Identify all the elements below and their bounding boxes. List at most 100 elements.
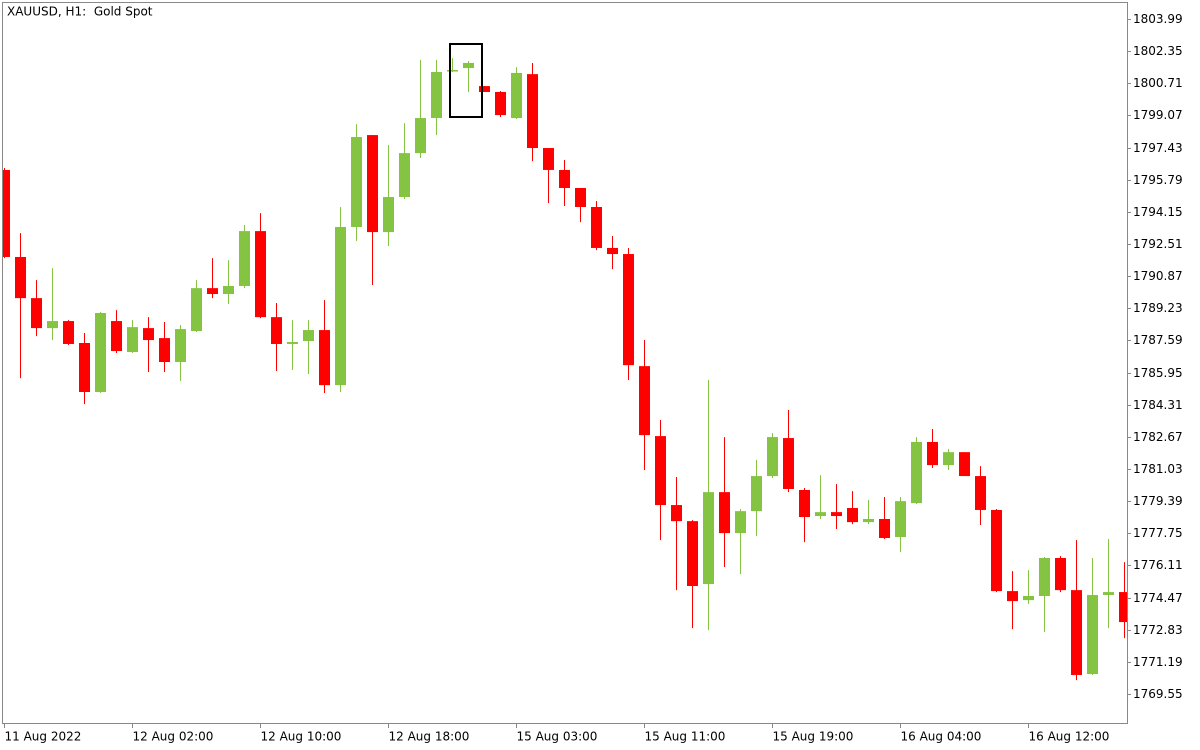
x-tick-label: 12 Aug 18:00 (389, 730, 470, 744)
candle-body (799, 489, 810, 518)
candle-body (1039, 557, 1050, 596)
candle-body (351, 137, 362, 227)
candle-body (1087, 595, 1098, 674)
y-tick-label: 1772.83 (1133, 623, 1183, 637)
candle-body (687, 521, 698, 586)
candle-body (783, 438, 794, 489)
candle-body (607, 247, 618, 255)
y-tick-label: 1784.31 (1133, 398, 1183, 412)
y-tick-label: 1777.75 (1133, 526, 1183, 540)
candle-body (79, 343, 90, 392)
candle-body (1119, 592, 1127, 623)
candle-body (367, 135, 378, 233)
y-tick-label: 1771.19 (1133, 655, 1183, 669)
x-tick-label: 15 Aug 19:00 (773, 730, 854, 744)
candle-body (543, 148, 554, 170)
candle-body (847, 508, 858, 523)
candle-body (831, 512, 842, 517)
candle-body (47, 321, 58, 329)
y-tick-label: 1781.03 (1133, 462, 1183, 476)
candle-body (879, 518, 890, 538)
y-tick-label: 1779.39 (1133, 494, 1183, 508)
candle-body (159, 338, 170, 363)
candle-body (463, 62, 474, 69)
candle-body (495, 91, 506, 116)
candle-body (767, 437, 778, 477)
candle-body (559, 169, 570, 188)
candle-body (815, 512, 826, 517)
x-tick-label: 16 Aug 12:00 (1029, 730, 1110, 744)
candle-body (223, 285, 234, 295)
y-tick-label: 1795.79 (1133, 173, 1183, 187)
y-tick-label: 1800.71 (1133, 76, 1183, 90)
x-tick-label: 15 Aug 11:00 (645, 730, 726, 744)
candle-body (191, 288, 202, 332)
candle-body (735, 511, 746, 534)
candle-body (319, 330, 330, 386)
candle-body (991, 509, 1002, 592)
candle-body (415, 118, 426, 154)
y-tick-label: 1803.99 (1133, 12, 1183, 26)
y-tick-label: 1776.11 (1133, 558, 1183, 572)
y-tick-label: 1797.43 (1133, 141, 1183, 155)
y-tick-label: 1799.07 (1133, 108, 1183, 122)
y-tick-label: 1802.35 (1133, 44, 1183, 58)
y-tick-label: 1785.95 (1133, 366, 1183, 380)
candle-body (127, 327, 138, 353)
candle-body (255, 231, 266, 318)
y-tick-label: 1769.55 (1133, 687, 1183, 701)
plot-frame (2, 2, 1128, 724)
y-tick-label: 1782.67 (1133, 430, 1183, 444)
candle-body (3, 169, 10, 257)
candle-body (751, 476, 762, 512)
candle-body (655, 436, 666, 506)
candle-body (671, 505, 682, 522)
candle-body (287, 342, 298, 344)
candle-body (943, 452, 954, 466)
y-tick-label: 1789.23 (1133, 301, 1183, 315)
y-tick-label: 1787.59 (1133, 333, 1183, 347)
candle-body (447, 70, 458, 72)
candle-body (975, 476, 986, 510)
candle-body (863, 518, 874, 523)
candle-body (399, 153, 410, 198)
candle-body (143, 328, 154, 341)
candle-body (303, 330, 314, 342)
candle-body (383, 197, 394, 233)
candle-body (431, 71, 442, 119)
x-tick-label: 12 Aug 10:00 (261, 730, 342, 744)
x-tick-label: 11 Aug 2022 (5, 730, 82, 744)
y-tick-label: 1792.51 (1133, 237, 1183, 251)
candle-body (63, 321, 74, 344)
y-tick-label: 1790.87 (1133, 269, 1183, 283)
y-tick-label: 1774.47 (1133, 591, 1183, 605)
highlight-box (449, 43, 483, 118)
candle-body (1023, 595, 1034, 601)
candle-body (511, 72, 522, 119)
candle-body (95, 313, 106, 392)
candle-body (15, 256, 26, 299)
candle-body (1055, 557, 1066, 591)
x-tick-label: 12 Aug 02:00 (133, 730, 214, 744)
candle-body (591, 207, 602, 248)
candle-body (575, 187, 586, 208)
candle-body (31, 298, 42, 329)
x-tick-label: 16 Aug 04:00 (901, 730, 982, 744)
candle-body (1103, 592, 1114, 596)
candle-body (719, 492, 730, 534)
candle-body (639, 366, 650, 436)
plot-area (3, 58, 1127, 681)
candle-body (271, 317, 282, 344)
candle-body (1007, 591, 1018, 602)
candle-body (239, 231, 250, 286)
candle-body (479, 86, 490, 92)
candle-body (111, 321, 122, 352)
candle-body (959, 452, 970, 477)
candle-body (175, 329, 186, 363)
x-tick-label: 15 Aug 03:00 (517, 730, 598, 744)
candle-body (1071, 590, 1082, 675)
candle-body (335, 226, 346, 386)
candle-body (207, 288, 218, 295)
